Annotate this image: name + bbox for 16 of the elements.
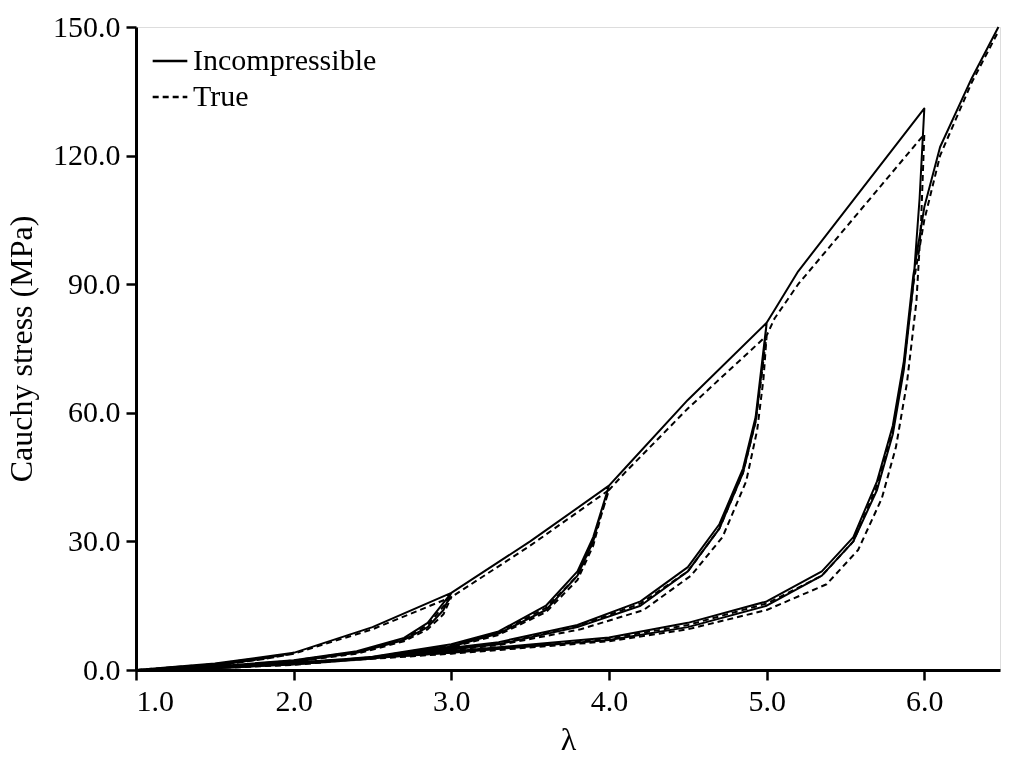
y-tick-label: 90.0 [68, 266, 121, 300]
x-tick-label: 1.0 [136, 683, 174, 717]
x-tick-label: 2.0 [275, 683, 313, 717]
y-tick-label: 0.0 [83, 652, 121, 686]
y-tick-label: 120.0 [53, 138, 121, 172]
x-tick-label: 3.0 [433, 683, 471, 717]
x-tick-label: 4.0 [590, 683, 629, 717]
y-tick-label: 60.0 [68, 395, 121, 429]
y-axis-title: Cauchy stress (MPa) [3, 215, 39, 483]
x-tick-label: 6.0 [906, 683, 944, 717]
y-tick-label: 150.0 [53, 9, 121, 43]
y-tick-label: 30.0 [68, 523, 121, 557]
x-axis-title: λ [560, 720, 577, 757]
x-tick-label: 5.0 [748, 683, 786, 717]
legend-label: Incompressible [193, 43, 377, 76]
legend-label: True [193, 79, 249, 112]
